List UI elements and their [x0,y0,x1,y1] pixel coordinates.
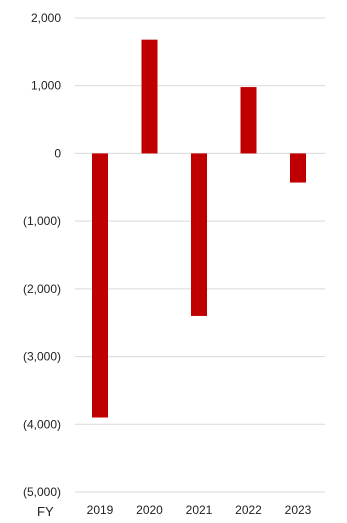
y-tick-label: (2,000) [23,282,61,296]
y-tick-label: (1,000) [23,214,61,228]
bar-2019 [92,153,108,418]
x-axis-label: FY [37,504,54,519]
y-tick-label: (3,000) [23,350,61,364]
bars [92,39,306,418]
bar-2020 [141,39,158,154]
bar-2021 [191,153,207,316]
x-tick-label: 2019 [87,503,114,517]
y-tick-label: (5,000) [23,485,61,499]
bar-2022 [240,87,257,154]
x-tick-label: 2021 [186,503,213,517]
y-tick-label: (4,000) [23,417,61,431]
y-axis-tick-labels: 2,000 1,000 0 (1,000) (2,000) (3,000) (4,000) (… [23,11,61,499]
bar-2023 [290,153,306,183]
x-tick-label: 2020 [136,503,163,517]
y-tick-label: 0 [54,146,61,160]
x-tick-label: 2022 [235,503,262,517]
x-axis-tick-labels: 2019 2020 2021 2022 2023 [87,503,312,517]
y-tick-label: 2,000 [31,11,61,25]
y-tick-label: 1,000 [31,79,61,93]
x-tick-label: 2023 [285,503,312,517]
